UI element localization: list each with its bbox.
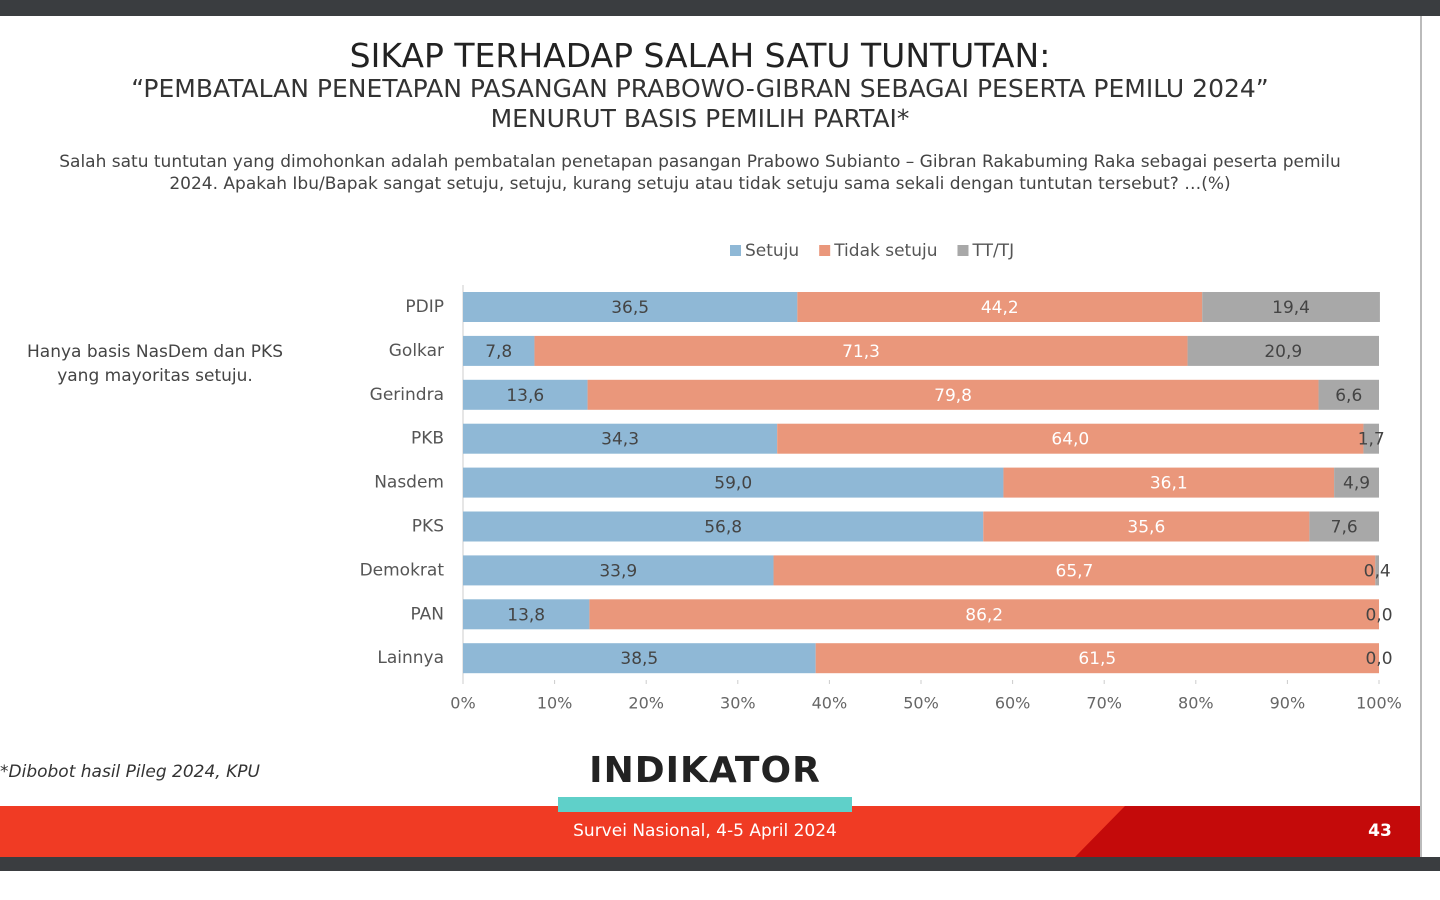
value-label: 7,6 [1331, 518, 1358, 538]
y-tick-label: PKS [412, 517, 444, 537]
value-label: 13,6 [506, 386, 544, 406]
value-label: 0,0 [1365, 605, 1392, 625]
x-tick-label: 70% [1086, 694, 1122, 713]
value-label: 0,0 [1365, 649, 1392, 669]
bar-segment [463, 423, 778, 454]
bar-segment [1202, 292, 1380, 322]
x-tick-label: 90% [1270, 694, 1306, 713]
value-label: 61,5 [1078, 649, 1116, 669]
bar-segment [777, 423, 1364, 454]
legend-label: Setuju [745, 241, 799, 261]
y-tick-label: PKB [411, 429, 444, 449]
bar-segment [983, 511, 1310, 542]
bar-segment [589, 599, 1379, 630]
bar-segment [1334, 467, 1379, 498]
legend-label: Tidak setuju [833, 241, 937, 261]
value-label: 7,8 [485, 342, 512, 362]
x-tick-label: 50% [903, 694, 939, 713]
x-tick-label: 20% [628, 694, 664, 713]
y-tick-label: Demokrat [360, 560, 445, 580]
subtitle: MENURUT BASIS PEMILIH PARTAI* [490, 104, 910, 133]
legend-swatch [730, 245, 741, 256]
value-label: 36,5 [611, 298, 649, 318]
value-label: 19,4 [1272, 298, 1310, 318]
bar-segment [797, 292, 1203, 322]
bar-segment [1318, 379, 1379, 410]
value-label: 13,8 [507, 605, 545, 625]
bar-segment [463, 335, 535, 366]
logo-bar [558, 797, 852, 812]
y-tick-label: PDIP [405, 297, 444, 317]
x-tick-label: 80% [1178, 694, 1214, 713]
value-label: 35,6 [1127, 518, 1165, 538]
title: SIKAP TERHADAP SALAH SATU TUNTUTAN: [349, 36, 1051, 75]
bar-segment [587, 379, 1319, 410]
value-label: 71,3 [842, 342, 880, 362]
value-label: 6,6 [1335, 386, 1362, 406]
value-label: 86,2 [965, 605, 1003, 625]
bar-segment [463, 292, 798, 322]
question: Salah satu tuntutan yang dimohonkan adal… [59, 152, 1341, 194]
bottom-band [0, 857, 1440, 871]
bar-segment [463, 511, 984, 542]
value-label: 79,8 [934, 386, 972, 406]
value-label: 1,7 [1358, 430, 1385, 450]
value-label: 0,4 [1364, 561, 1391, 581]
x-tick-label: 40% [812, 694, 848, 713]
bar-segment [463, 643, 816, 674]
bar-segment [463, 379, 588, 410]
annotation: Hanya basis NasDem dan PKS yang mayorita… [27, 342, 283, 386]
bar-segment [463, 467, 1004, 498]
x-tick-label: 10% [537, 694, 573, 713]
legend-swatch [957, 245, 969, 256]
chart: Setuju Tidak setuju TT/TJ 0% 10% 20% 30% 40% 50%… [360, 241, 1402, 713]
y-tick-label: Nasdem [374, 473, 444, 493]
bar-segment [773, 555, 1376, 586]
value-label: 59,0 [714, 474, 752, 494]
top-band [0, 0, 1440, 16]
logo: INDIKATOR [589, 750, 821, 791]
legend-swatch [819, 245, 831, 256]
y-tick-label: Golkar [389, 341, 444, 361]
value-label: 65,7 [1056, 561, 1094, 581]
value-label: 38,5 [620, 649, 658, 669]
y-tick-label: Lainnya [377, 648, 444, 668]
bar-segment [463, 599, 590, 630]
subtitle: “PEMBATALAN PENETAPAN PASANGAN PRABOWO-G… [131, 74, 1269, 103]
bar-segment [463, 555, 774, 586]
footer-shape [1075, 806, 1420, 857]
value-label: 33,9 [599, 561, 637, 581]
bar-segment [1363, 423, 1379, 454]
footnote: *Dibobot hasil Pileg 2024, KPU [0, 762, 260, 782]
bar-segment [1187, 335, 1379, 366]
x-tick-label: 100% [1356, 694, 1402, 713]
bar-segment [534, 335, 1188, 366]
legend-label: TT/TJ [971, 241, 1014, 261]
value-label: 64,0 [1051, 430, 1089, 450]
page-number: 43 [1368, 821, 1392, 841]
bar-segment [1003, 467, 1335, 498]
y-tick-label: PAN [410, 604, 444, 624]
y-tick-label: Gerindra [370, 385, 444, 405]
value-label: 44,2 [981, 298, 1019, 318]
bar-segment [1309, 511, 1379, 542]
bar-segment [815, 643, 1379, 674]
bar-segment [1375, 555, 1379, 586]
x-tick-label: 0% [450, 694, 475, 713]
value-label: 4,9 [1343, 474, 1370, 494]
value-label: 56,8 [704, 518, 742, 538]
value-label: 20,9 [1264, 342, 1302, 362]
value-label: 36,1 [1150, 474, 1188, 494]
value-label: 34,3 [601, 430, 639, 450]
x-tick-label: 60% [995, 694, 1031, 713]
footer-text: Survei Nasional, 4-5 April 2024 [573, 821, 837, 841]
x-tick-label: 30% [720, 694, 756, 713]
